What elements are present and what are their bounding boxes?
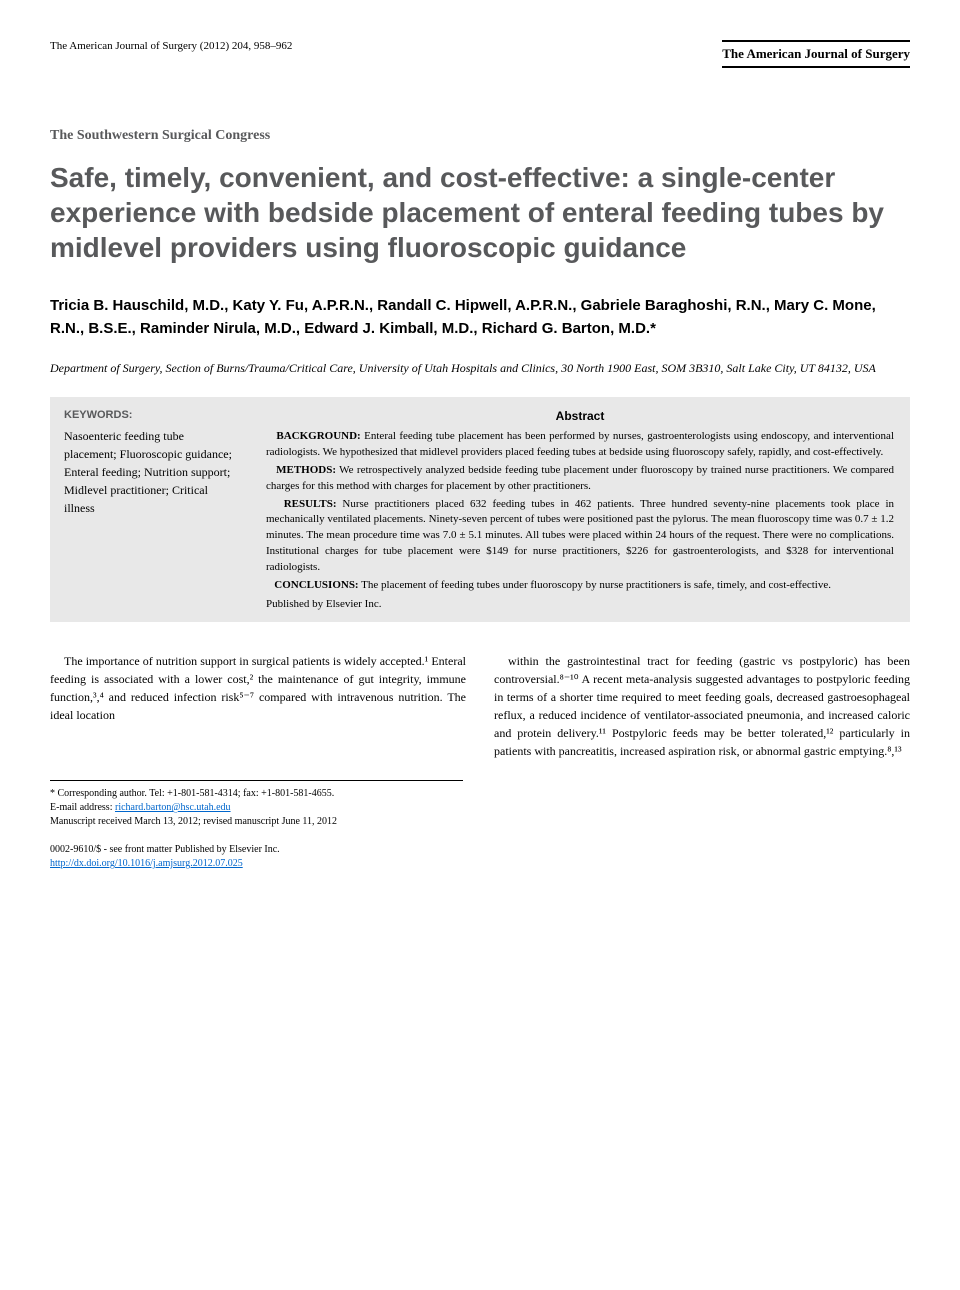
abstract-heading: Abstract xyxy=(266,409,894,423)
body-para-right: within the gastrointestinal tract for fe… xyxy=(494,652,910,760)
corresponding-author: * Corresponding author. Tel: +1-801-581-… xyxy=(50,787,463,801)
authors-list: Tricia B. Hauschild, M.D., Katy Y. Fu, A… xyxy=(50,295,910,340)
abstract-background: BACKGROUND: Enteral feeding tube placeme… xyxy=(266,429,894,461)
email-line: E-mail address: richard.barton@hsc.utah.… xyxy=(50,801,463,815)
body-para-left: The importance of nutrition support in s… xyxy=(50,652,466,724)
copyright-line: 0002-9610/$ - see front matter Published… xyxy=(50,843,910,857)
manuscript-dates: Manuscript received March 13, 2012; revi… xyxy=(50,815,463,829)
abstract-results-label: RESULTS: xyxy=(284,498,337,510)
abstract-background-label: BACKGROUND: xyxy=(276,430,360,442)
abstract-methods-text: We retrospectively analyzed bedside feed… xyxy=(266,464,894,492)
keywords-box: KEYWORDS: Nasoenteric feeding tube place… xyxy=(50,397,250,622)
abstract-methods: METHODS: We retrospectively analyzed bed… xyxy=(266,463,894,495)
abstract-keywords-row: KEYWORDS: Nasoenteric feeding tube place… xyxy=(50,397,910,622)
body-columns: The importance of nutrition support in s… xyxy=(50,652,910,760)
abstract-conclusions-text: The placement of feeding tubes under flu… xyxy=(361,579,831,591)
doi-link[interactable]: http://dx.doi.org/10.1016/j.amjsurg.2012… xyxy=(50,858,243,869)
page-header: The American Journal of Surgery (2012) 2… xyxy=(50,40,910,68)
email-link[interactable]: richard.barton@hsc.utah.edu xyxy=(115,802,231,813)
body-column-right: within the gastrointestinal tract for fe… xyxy=(494,652,910,760)
footnotes: * Corresponding author. Tel: +1-801-581-… xyxy=(50,780,463,829)
abstract-publisher: Published by Elsevier Inc. xyxy=(266,598,894,610)
article-title: Safe, timely, convenient, and cost-effec… xyxy=(50,160,910,265)
journal-brand: The American Journal of Surgery xyxy=(722,40,910,68)
abstract-results: RESULTS: Nurse practitioners placed 632 … xyxy=(266,497,894,577)
footer: 0002-9610/$ - see front matter Published… xyxy=(50,843,910,871)
section-name: The Southwestern Surgical Congress xyxy=(50,128,910,144)
keywords-heading: KEYWORDS: xyxy=(64,409,236,421)
abstract-methods-label: METHODS: xyxy=(276,464,336,476)
abstract-conclusions-label: CONCLUSIONS: xyxy=(274,579,358,591)
journal-brand-name: The American Journal of Surgery xyxy=(722,40,910,68)
abstract-background-text: Enteral feeding tube placement has been … xyxy=(266,430,894,458)
abstract-conclusions: CONCLUSIONS: The placement of feeding tu… xyxy=(266,578,894,594)
abstract-box: Abstract BACKGROUND: Enteral feeding tub… xyxy=(250,397,910,622)
email-label: E-mail address: xyxy=(50,802,112,813)
body-column-left: The importance of nutrition support in s… xyxy=(50,652,466,760)
abstract-results-text: Nurse practitioners placed 632 feeding t… xyxy=(266,498,894,574)
affiliation: Department of Surgery, Section of Burns/… xyxy=(50,360,910,377)
journal-reference: The American Journal of Surgery (2012) 2… xyxy=(50,40,292,52)
keywords-list: Nasoenteric feeding tube placement; Fluo… xyxy=(64,427,236,517)
